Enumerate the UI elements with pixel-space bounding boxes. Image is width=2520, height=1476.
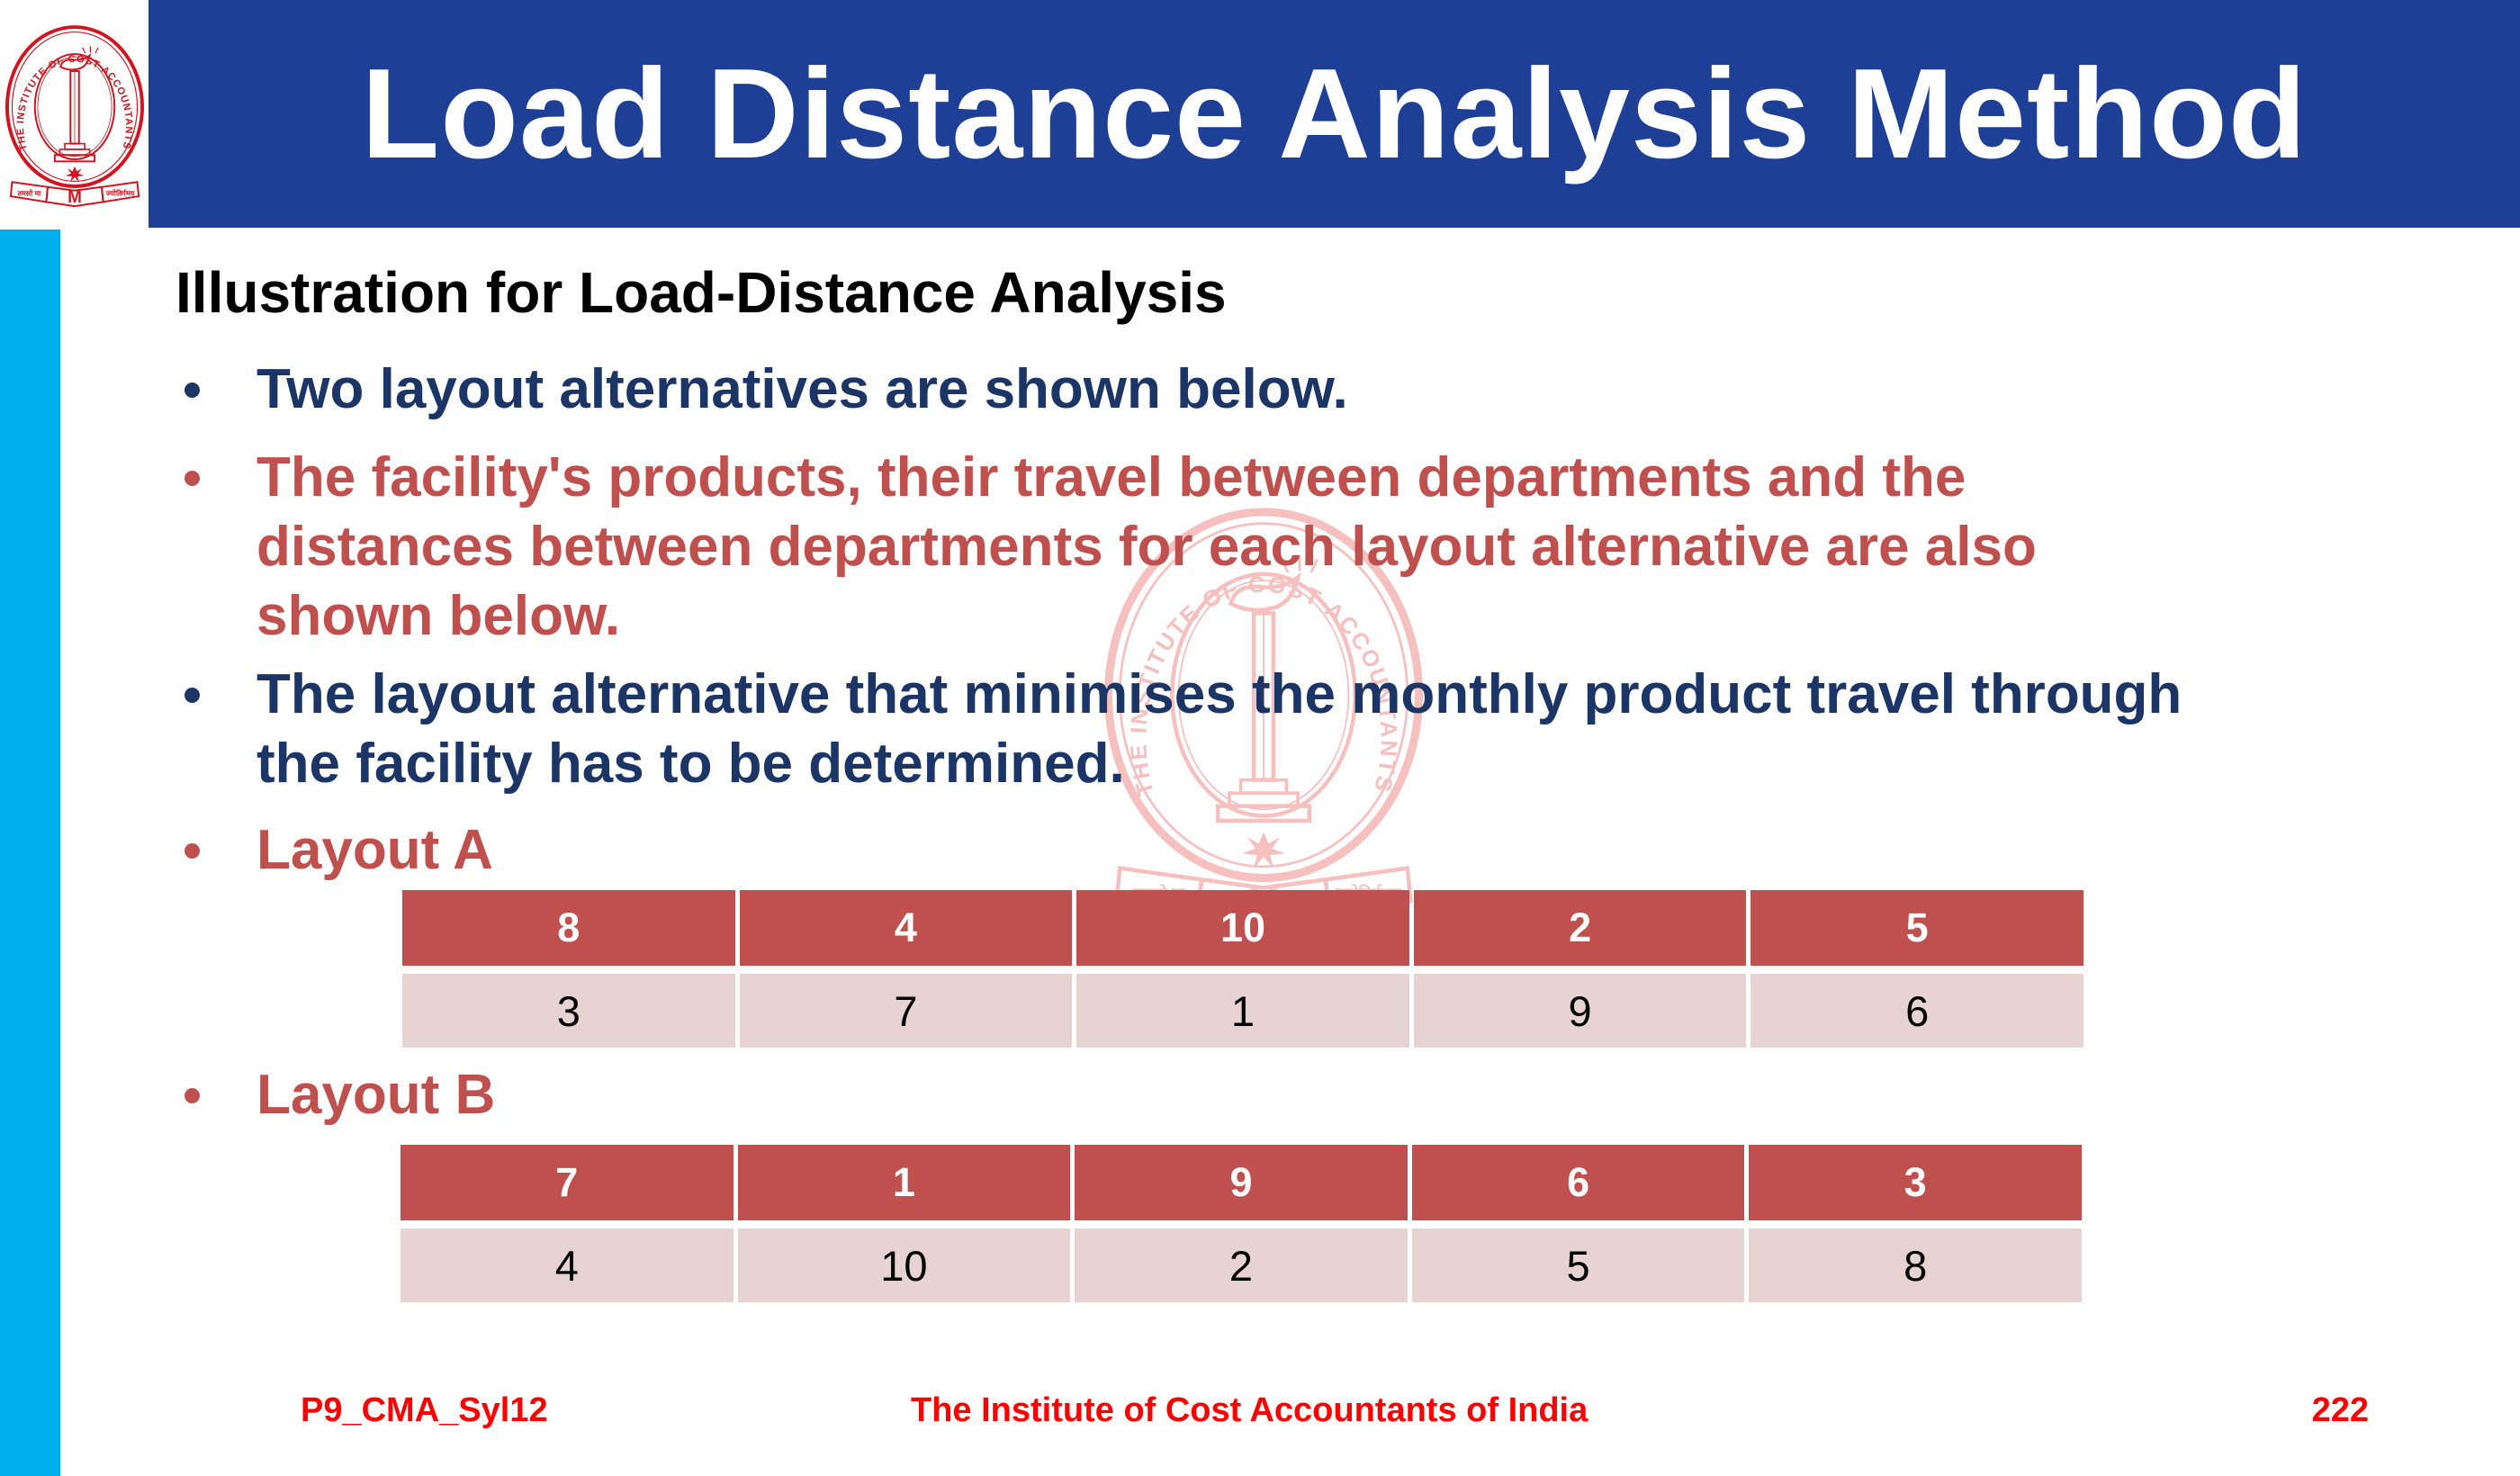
bullet-text: Two layout alternatives are shown below. bbox=[256, 358, 1348, 420]
bullet-text: Layout B bbox=[256, 1064, 496, 1126]
layout-a-value-cell: 1 bbox=[1076, 974, 1409, 1048]
layout-b-header-cell: 7 bbox=[400, 1145, 734, 1220]
footer-institute-name: The Institute of Cost Accountants of Ind… bbox=[911, 1391, 1588, 1429]
layout-a-header-cell: 10 bbox=[1076, 890, 1409, 966]
header-band: Load Distance Analysis Method bbox=[148, 0, 2520, 228]
layout-a-value-cell: 7 bbox=[739, 974, 1073, 1048]
layout-b-value-cell: 10 bbox=[737, 1228, 1071, 1302]
layout-a-header-cell: 4 bbox=[739, 890, 1073, 966]
layout-b-header-cell: 1 bbox=[737, 1145, 1071, 1220]
layout-b-value-cell: 5 bbox=[1411, 1228, 1745, 1302]
logo-box bbox=[0, 0, 148, 230]
layout-a-value-cell: 9 bbox=[1413, 974, 1747, 1048]
layout-a-header-cell: 8 bbox=[402, 890, 735, 966]
bullet-text: The layout alternative that minimises th… bbox=[256, 663, 2182, 795]
layout-a-header-cell: 2 bbox=[1413, 890, 1747, 966]
layout-a-header-cell: 5 bbox=[1750, 890, 2084, 966]
bullet-dot-icon bbox=[184, 1088, 200, 1103]
bullet-dot-icon bbox=[184, 843, 200, 859]
layout-b-header-cell: 3 bbox=[1749, 1145, 2082, 1220]
left-accent-stripe bbox=[0, 230, 60, 1476]
layout-a-value-cell: 3 bbox=[402, 974, 735, 1048]
layout-b-label: Layout B bbox=[184, 1060, 495, 1130]
layout-b-header-cell: 6 bbox=[1411, 1145, 1745, 1220]
bullet-item: The facility's products, their travel be… bbox=[184, 443, 2037, 651]
slide-title: Load Distance Analysis Method bbox=[361, 41, 2308, 185]
layout-b-value-cell: 4 bbox=[400, 1228, 734, 1302]
bullet-dot-icon bbox=[184, 471, 200, 486]
illustration-heading: Illustration for Load-Distance Analysis bbox=[176, 260, 1227, 325]
layout-a-value-cell: 6 bbox=[1750, 974, 2084, 1048]
layout-b-value-cell: 2 bbox=[1075, 1228, 1408, 1302]
bullet-text: The facility's products, their travel be… bbox=[256, 446, 2037, 647]
bullet-text: Layout A bbox=[256, 819, 493, 881]
bullet-item: The layout alternative that minimises th… bbox=[184, 660, 2182, 798]
bullet-item: Two layout alternatives are shown below. bbox=[184, 355, 1348, 424]
footer-course-code: P9_CMA_Syl12 bbox=[301, 1391, 548, 1429]
layout-b-header-cell: 9 bbox=[1075, 1145, 1408, 1220]
footer-page-number: 222 bbox=[2311, 1391, 2369, 1429]
bullet-dot-icon bbox=[184, 688, 200, 703]
layout-a-label: Layout A bbox=[184, 815, 493, 885]
layout-b-value-cell: 8 bbox=[1749, 1228, 2082, 1302]
bullet-dot-icon bbox=[184, 382, 200, 398]
